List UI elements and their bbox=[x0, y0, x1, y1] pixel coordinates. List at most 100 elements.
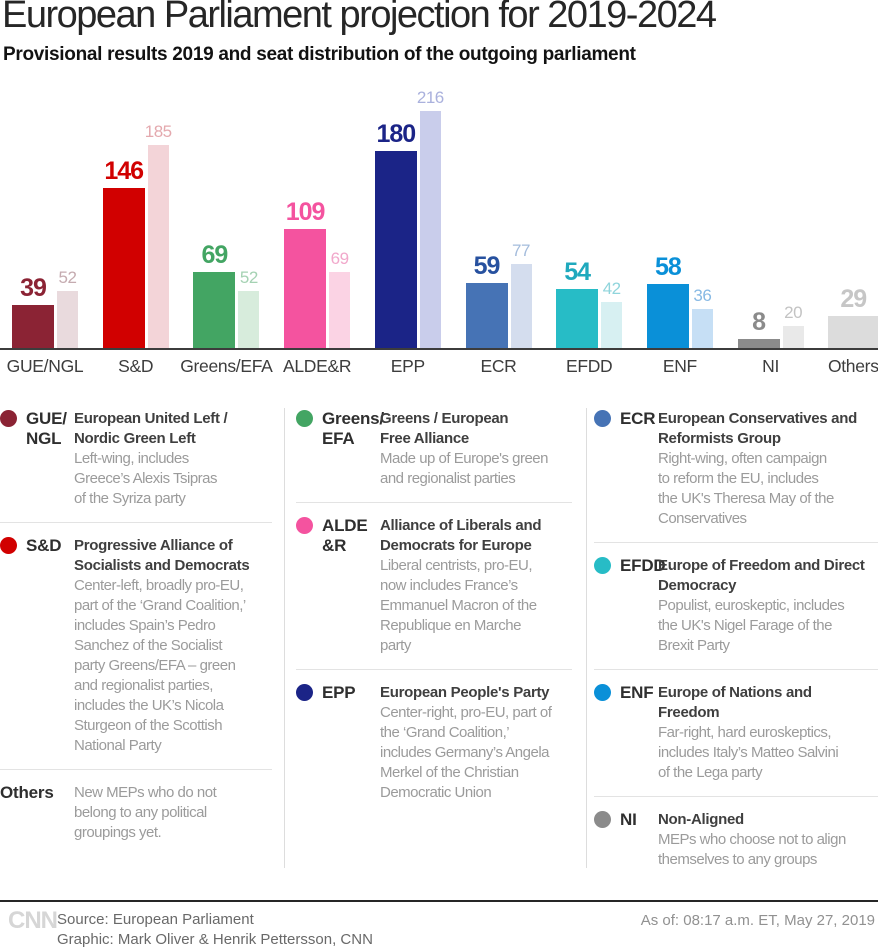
value-outgoing-others: 29 bbox=[840, 285, 867, 314]
value-outgoing-greens-efa: 52 bbox=[239, 268, 258, 288]
credit-line: Graphic: Mark Oliver & Henrik Pettersson… bbox=[57, 930, 373, 948]
bar-outgoing-greens-efa bbox=[238, 291, 260, 348]
legend-group-name-greens-efa: Greens / European Free Alliance bbox=[380, 410, 509, 447]
as-of-timestamp: As of: 08:17 a.m. ET, May 27, 2019 bbox=[640, 912, 875, 929]
legend-group-name-s-d: Progressive Alliance of Socialists and D… bbox=[74, 537, 250, 574]
category-label-enf: ENF bbox=[662, 356, 697, 376]
legend-abbrev-s-d: S&D bbox=[26, 536, 62, 555]
legend-group-name-efdd: Europe of Freedom and Direct Democracy bbox=[658, 557, 865, 594]
legend-group-name-alde-r: Alliance of Liberals and Democrats for E… bbox=[380, 517, 542, 554]
value-2019-ni: 8 bbox=[752, 308, 766, 337]
value-outgoing-efdd: 42 bbox=[602, 279, 621, 298]
category-label-ecr: ECR bbox=[480, 356, 517, 376]
cnn-logo: CNN bbox=[8, 907, 58, 934]
legend-entry-text-ecr: European Conservatives and Reformists Gr… bbox=[658, 409, 878, 529]
bar-2019-ni bbox=[737, 339, 780, 348]
bar-2019-gue-ngl bbox=[12, 305, 54, 348]
legend-abbrev-alde-r: ALDE &R bbox=[322, 516, 368, 555]
bar-outgoing-efdd bbox=[601, 302, 623, 348]
legend-entry-text-s-d: Progressive Alliance of Socialists and D… bbox=[74, 536, 272, 756]
legend-entry-text-ni: Non-Aligned MEPs who choose not to align … bbox=[658, 810, 878, 870]
value-2019-enf: 58 bbox=[654, 253, 682, 282]
legend-group-name-epp: European People's Party bbox=[380, 684, 550, 701]
value-outgoing-epp: 216 bbox=[416, 88, 444, 108]
legend-entry-text-others: New MEPs who do not belong to any politi… bbox=[74, 783, 272, 843]
value-2019-gue-ngl: 39 bbox=[20, 274, 47, 303]
bar-2019-alde-r bbox=[284, 228, 327, 348]
value-outgoing-alde-r: 69 bbox=[330, 249, 349, 269]
category-label-gue-ngl: GUE/NGL bbox=[6, 356, 84, 376]
legend-entry-text-greens-efa: Greens / European Free Alliance Made up o… bbox=[380, 409, 572, 489]
value-2019-ecr: 59 bbox=[473, 252, 501, 281]
bar-2019-s-d bbox=[102, 188, 145, 348]
efdd-dot-icon bbox=[594, 557, 611, 574]
legend-entry-label-s-d: S&D bbox=[0, 536, 74, 756]
legend-group-name-ecr: European Conservatives and Reformists Gr… bbox=[658, 410, 857, 447]
legend-abbrev-gue-ngl: GUE/ NGL bbox=[26, 409, 67, 448]
enf-dot-icon bbox=[594, 684, 611, 701]
legend-entry-label-ni: NI bbox=[594, 810, 658, 870]
legend-entry-gue-ngl: GUE/ NGL European United Left / Nordic Gr… bbox=[0, 406, 272, 522]
legend-column-3: ECR European Conservatives and Reformists… bbox=[594, 406, 878, 883]
legend-entry-text-enf: Europe of Nations and Freedom Far-right, … bbox=[658, 683, 878, 783]
legend-entry-text-gue-ngl: European United Left / Nordic Green Left… bbox=[74, 409, 272, 509]
epp-dot-icon bbox=[296, 684, 313, 701]
legend-group-description-epp: Center-right, pro-EU, part of the ‘Grand… bbox=[380, 704, 552, 801]
bar-outgoing-alde-r bbox=[329, 272, 351, 348]
value-outgoing-s-d: 185 bbox=[144, 122, 172, 142]
alde-r-dot-icon bbox=[296, 517, 313, 534]
legend-group-description-alde-r: Liberal centrists, pro-EU, now includes … bbox=[380, 557, 537, 654]
legend-group-description-enf: Far-right, hard euroskeptics, includes I… bbox=[658, 724, 839, 781]
legend-entry-text-epp: European People's Party Center-right, pro… bbox=[380, 683, 572, 803]
category-label-efdd: EFDD bbox=[565, 356, 613, 376]
page-title: European Parliament projection for 2019-… bbox=[2, 0, 717, 36]
s-d-dot-icon bbox=[0, 537, 17, 554]
legend-abbrev-efdd: EFDD bbox=[620, 556, 666, 575]
legend-column-divider bbox=[284, 408, 285, 868]
bar-chart: 39 52 GUE/NGL 146 185 S&D 69 52 Greens/EFA 109 69 A… bbox=[0, 0, 878, 380]
category-label-ni: NI bbox=[762, 356, 780, 376]
legend-entry-ni: NI Non-Aligned MEPs who choose not to alig… bbox=[594, 796, 878, 883]
legend-abbrev-epp: EPP bbox=[322, 683, 356, 702]
bar-outgoing-ecr bbox=[510, 263, 532, 348]
legend-group-description-gue-ngl: Left-wing, includes Greece’s Alexis Tsip… bbox=[74, 450, 218, 507]
bar-2019-efdd bbox=[556, 288, 599, 348]
legend-entry-text-alde-r: Alliance of Liberals and Democrats for E… bbox=[380, 516, 572, 656]
value-2019-s-d: 146 bbox=[104, 157, 144, 186]
legend-entry-text-efdd: Europe of Freedom and Direct Democracy Po… bbox=[658, 556, 878, 656]
page-subtitle: Provisional results 2019 and seat distri… bbox=[3, 44, 636, 65]
bar-outgoing-gue-ngl bbox=[57, 291, 78, 348]
legend-group-description-s-d: Center-left, broadly pro-EU, part of the… bbox=[74, 577, 246, 754]
legend-column-1: GUE/ NGL European United Left / Nordic Gr… bbox=[0, 406, 272, 856]
legend-abbrev-ni: NI bbox=[620, 810, 637, 829]
value-2019-greens-efa: 69 bbox=[201, 241, 228, 270]
legend-entry-greens-efa: Greens/ EFA Greens / European Free Allian… bbox=[296, 406, 572, 502]
bar-2019-ecr bbox=[465, 283, 508, 348]
gue-ngl-dot-icon bbox=[0, 410, 17, 427]
legend-entry-alde-r: ALDE &R Alliance of Liberals and Democrat… bbox=[296, 502, 572, 669]
legend-group-description-ecr: Right-wing, often campaign to reform the… bbox=[658, 450, 834, 527]
legend-abbrev-ecr: ECR bbox=[620, 409, 656, 428]
legend-entry-ecr: ECR European Conservatives and Reformists… bbox=[594, 406, 878, 542]
bar-outgoing-ni bbox=[782, 326, 804, 348]
legend-entry-enf: ENF Europe of Nations and Freedom Far-righ… bbox=[594, 669, 878, 796]
bar-outgoing-others bbox=[828, 316, 878, 348]
legend-entry-efdd: EFDD Europe of Freedom and Direct Democra… bbox=[594, 542, 878, 669]
value-outgoing-enf: 36 bbox=[693, 285, 712, 305]
footer-rule bbox=[0, 900, 878, 902]
legend-entry-label-ecr: ECR bbox=[594, 409, 658, 529]
legend-entry-label-gue-ngl: GUE/ NGL bbox=[0, 409, 74, 509]
value-2019-alde-r: 109 bbox=[285, 197, 326, 226]
legend-entry-label-enf: ENF bbox=[594, 683, 658, 783]
legend-group-description-ni: MEPs who choose not to align themselves … bbox=[658, 831, 846, 868]
category-label-greens-efa: Greens/EFA bbox=[180, 356, 273, 376]
legend-group-name-gue-ngl: European United Left / Nordic Green Left bbox=[74, 410, 228, 447]
value-outgoing-ecr: 77 bbox=[512, 240, 530, 260]
legend-entry-s-d: S&D Progressive Alliance of Socialists an… bbox=[0, 522, 272, 769]
legend-column-divider bbox=[586, 408, 587, 868]
value-2019-epp: 180 bbox=[376, 119, 416, 148]
ecr-dot-icon bbox=[594, 410, 611, 427]
category-label-alde-r: ALDE&R bbox=[282, 356, 352, 376]
footer-credits: Source: European Parliament Graphic: Mar… bbox=[57, 910, 373, 949]
